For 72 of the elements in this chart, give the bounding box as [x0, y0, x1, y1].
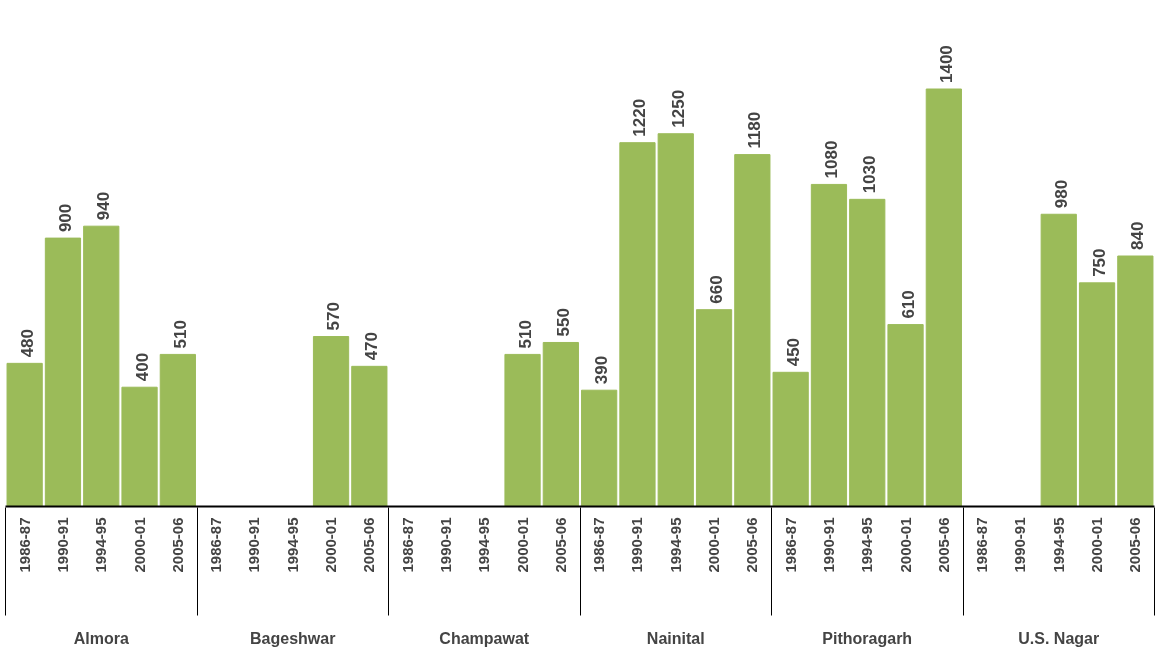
x-tick-label: 2005-06	[934, 517, 952, 573]
x-tick-label: 2005-06	[360, 517, 378, 573]
data-label: 610	[898, 290, 918, 319]
x-tick-label: 1994-95	[1049, 517, 1067, 573]
text: Champawat	[439, 629, 530, 647]
data-label: 750	[1090, 248, 1110, 277]
x-tick-label: 1994-95	[666, 517, 684, 573]
bar	[504, 353, 541, 507]
x-tick-label: 2005-06	[551, 517, 569, 573]
bar	[351, 365, 388, 507]
x-tick-label: 1986-87	[590, 517, 608, 573]
bar	[1040, 213, 1077, 507]
x-tick-label: 1990-91	[245, 517, 263, 573]
x-tick-label: 2000-01	[130, 517, 148, 573]
data-label: 570	[324, 302, 344, 331]
text: Bageshwar	[250, 629, 336, 647]
data-label: 980	[1051, 179, 1071, 209]
data-label: 1180	[745, 111, 765, 149]
x-tick-label: 2000-01	[896, 517, 914, 573]
data-label: 900	[55, 203, 75, 233]
data-label: 660	[707, 275, 727, 304]
x-tick-label: 2005-06	[743, 517, 761, 573]
bar	[312, 336, 350, 507]
data-label: 470	[362, 331, 382, 361]
text: Pithoragarh	[822, 629, 913, 647]
x-tick-label: 2000-01	[513, 517, 531, 573]
x-tick-label: 1994-95	[858, 517, 876, 573]
x-tick-label: 1990-91	[436, 517, 454, 573]
text: Almora	[73, 629, 129, 647]
bar	[159, 353, 196, 507]
bar	[44, 237, 82, 507]
x-tick-label: 1986-87	[207, 517, 225, 573]
x-tick-label: 2000-01	[705, 517, 723, 573]
data-label: 1080	[821, 140, 841, 179]
bar	[6, 362, 43, 507]
x-tick-label: 1994-95	[283, 517, 301, 573]
data-label: 840	[1128, 221, 1148, 250]
data-label: 1220	[630, 98, 650, 137]
x-tick-label: 1986-87	[398, 517, 416, 573]
x-tick-label: 1986-87	[781, 517, 799, 573]
data-label: 390	[592, 355, 612, 385]
data-label: 510	[515, 320, 535, 349]
data-label: 400	[132, 352, 152, 382]
x-tick-label: 1986-87	[15, 517, 33, 573]
bar	[1078, 282, 1116, 507]
data-label: 940	[94, 191, 114, 221]
x-tick-label: 2005-06	[168, 517, 186, 573]
bar	[1117, 255, 1154, 507]
text: Nainital	[646, 629, 705, 647]
bar	[695, 309, 733, 507]
x-tick-label: 1990-91	[53, 517, 71, 573]
data-label: 1250	[668, 89, 688, 128]
x-tick-label: 2005-06	[1126, 517, 1144, 573]
data-label: 510	[170, 320, 190, 349]
x-tick-label: 2000-01	[1088, 517, 1106, 573]
x-tick-label: 1986-87	[973, 517, 991, 573]
data-label: 1400	[936, 45, 956, 83]
data-label: 550	[553, 308, 573, 337]
data-label: 480	[17, 328, 37, 358]
x-tick-label: 1994-95	[92, 517, 110, 573]
bar	[810, 183, 848, 507]
x-tick-label: 2000-01	[322, 517, 340, 573]
data-label: 1030	[860, 155, 880, 194]
x-tick-label: 1994-95	[475, 517, 493, 573]
x-tick-label: 1990-91	[1011, 517, 1029, 573]
bar	[581, 389, 618, 507]
bar	[542, 341, 579, 507]
data-label: 450	[783, 337, 803, 367]
x-tick-label: 1990-91	[819, 517, 837, 573]
x-tick-label: 1990-91	[628, 517, 646, 573]
bar	[925, 88, 962, 507]
text: U.S. Nagar	[1018, 629, 1100, 647]
